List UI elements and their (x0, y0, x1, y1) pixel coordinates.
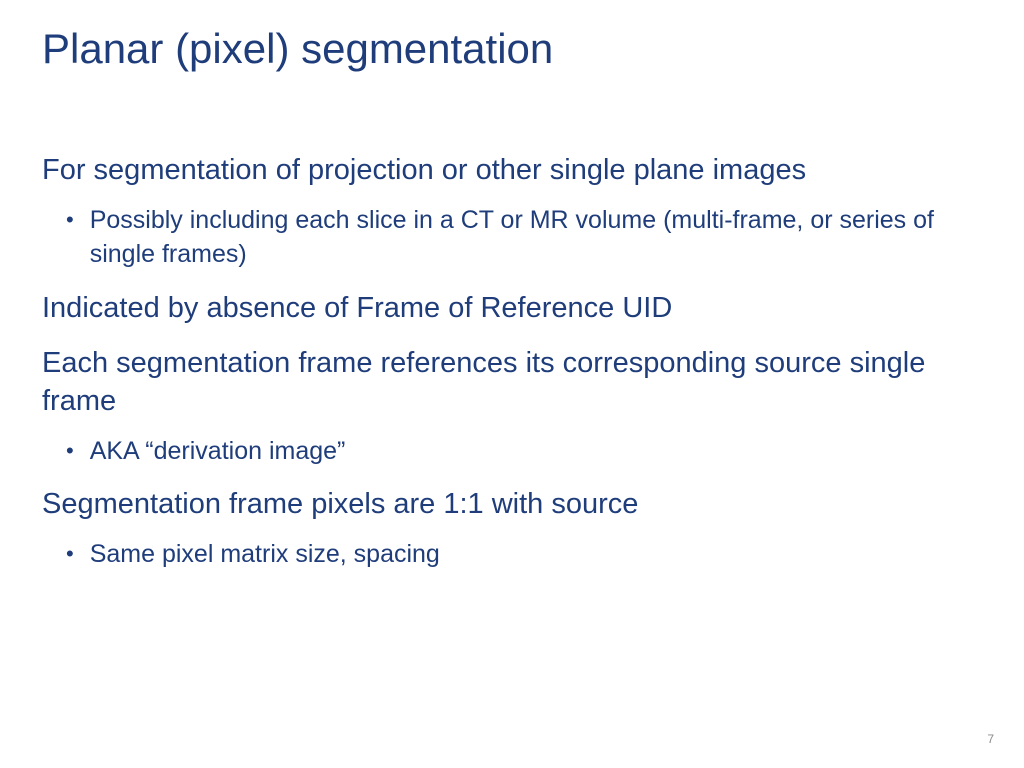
content-group: Indicated by absence of Frame of Referen… (42, 290, 982, 328)
main-point: Segmentation frame pixels are 1:1 with s… (42, 486, 982, 524)
bullet-item: • Same pixel matrix size, spacing (42, 538, 982, 572)
main-point: For segmentation of projection or other … (42, 152, 982, 190)
content-group: Segmentation frame pixels are 1:1 with s… (42, 486, 982, 571)
content-group: For segmentation of projection or other … (42, 152, 982, 271)
bullet-item: • Possibly including each slice in a CT … (42, 204, 982, 272)
bullet-text: AKA “derivation image” (90, 435, 982, 469)
slide-content: For segmentation of projection or other … (42, 152, 982, 571)
main-point: Each segmentation frame references its c… (42, 345, 982, 420)
content-group: Each segmentation frame references its c… (42, 345, 982, 468)
slide-container: Planar (pixel) segmentation For segmenta… (0, 0, 1024, 768)
bullet-icon: • (66, 538, 74, 570)
main-point: Indicated by absence of Frame of Referen… (42, 290, 982, 328)
bullet-icon: • (66, 204, 74, 236)
bullet-text: Same pixel matrix size, spacing (90, 538, 982, 572)
bullet-item: • AKA “derivation image” (42, 435, 982, 469)
slide-title: Planar (pixel) segmentation (42, 24, 982, 74)
bullet-icon: • (66, 435, 74, 467)
bullet-text: Possibly including each slice in a CT or… (90, 204, 982, 272)
page-number: 7 (987, 732, 994, 746)
